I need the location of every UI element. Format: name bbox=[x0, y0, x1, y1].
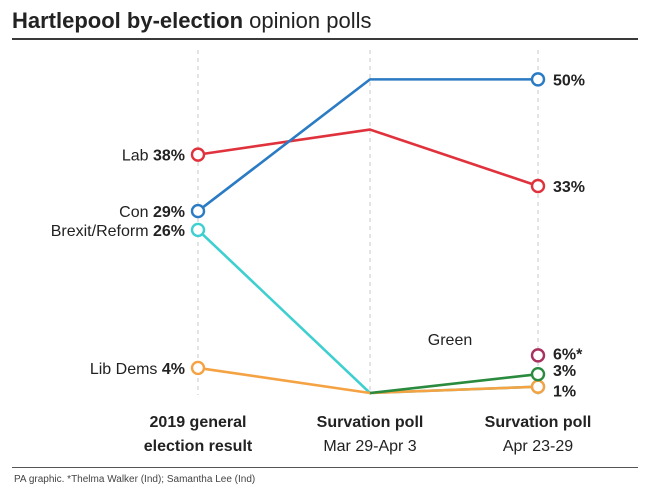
start-marker-con bbox=[190, 203, 206, 219]
series-line-green bbox=[369, 372, 539, 395]
end-label-lab: 33% bbox=[553, 179, 585, 196]
end-label-green: 3% bbox=[553, 363, 576, 380]
chart-title: Hartlepool by-election opinion polls bbox=[12, 6, 371, 36]
end-marker-green bbox=[530, 366, 546, 382]
x-tick-label-0-line2: election result bbox=[144, 438, 253, 455]
source-note: PA graphic. *Thelma Walker (Ind); Samant… bbox=[14, 474, 256, 485]
start-label-lib-dems: Lib Dems 4% bbox=[90, 361, 185, 378]
title-divider bbox=[12, 38, 638, 40]
x-tick-label-1-line1: Survation poll bbox=[317, 414, 424, 431]
end-marker-lab bbox=[530, 178, 546, 194]
end-marker-con bbox=[530, 72, 546, 87]
end-marker-lib-dems bbox=[530, 379, 546, 394]
x-tick-label-1-line2: Mar 29-Apr 3 bbox=[323, 438, 416, 455]
chart-title-bold: Hartlepool by-election bbox=[12, 8, 244, 33]
end-label-brexit-reform: 1% bbox=[553, 384, 576, 401]
x-tick-label-2-line1: Survation poll bbox=[485, 414, 592, 431]
x-tick-label-0-line1: 2019 general bbox=[150, 414, 247, 431]
footer-divider bbox=[12, 467, 638, 468]
series-line-brexit-reform bbox=[197, 228, 539, 395]
end-marker-other bbox=[530, 348, 546, 363]
start-marker-brexit-reform bbox=[190, 222, 206, 238]
annotation-green: Green bbox=[428, 332, 472, 349]
end-label-other: 6%* bbox=[553, 346, 583, 363]
start-label-con: Con 29% bbox=[119, 204, 185, 221]
start-label-brexit-reform: Brexit/Reform 26% bbox=[51, 223, 185, 240]
start-label-lab: Lab 38% bbox=[122, 148, 185, 165]
chart-title-light: opinion polls bbox=[249, 8, 372, 33]
series-line-con bbox=[197, 78, 538, 213]
x-tick-label-2-line2: Apr 23-29 bbox=[503, 438, 573, 455]
start-marker-lab bbox=[190, 147, 206, 162]
end-label-con: 50% bbox=[553, 72, 585, 89]
start-marker-lib-dems bbox=[190, 360, 206, 376]
series-line-lab bbox=[197, 128, 539, 188]
